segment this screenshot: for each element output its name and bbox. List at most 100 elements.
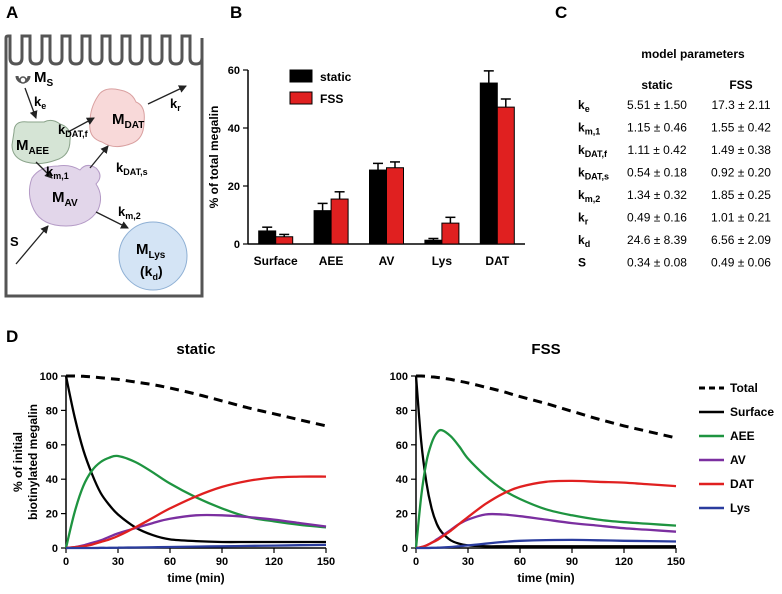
param-static-value: 24.6 ± 8.39 [627, 233, 687, 247]
table-title: model parameters [641, 47, 745, 61]
x-tick-label-static: 150 [317, 556, 335, 568]
bar-fss-dat [496, 106, 515, 245]
param-fss-value: 6.56 ± 2.09 [711, 233, 771, 247]
x-label-static: time (min) [167, 571, 224, 585]
rate-ke: ke [34, 94, 46, 111]
coated-vesicle-icon [19, 76, 27, 84]
bar-static-aee [313, 210, 332, 245]
arrow-s [15, 225, 49, 265]
rate-kr: kr [170, 96, 181, 113]
arrow-kdatf [67, 117, 95, 133]
param-static-value: 0.49 ± 0.16 [627, 211, 687, 225]
param-name-ke: ke [578, 98, 590, 114]
arrow-kr [147, 85, 187, 105]
x-tick-label-fss: 150 [667, 556, 685, 568]
line-fss-total [415, 374, 677, 440]
y-tick-label-fss: 20 [396, 509, 408, 521]
bar-y-tick-label: 0 [234, 239, 240, 251]
table-col-static: static [641, 78, 673, 92]
bar-category-label: AV [379, 254, 395, 268]
chart-title-fss: FSS [531, 341, 560, 358]
param-name-kr: kr [578, 211, 589, 227]
line-static-av [65, 513, 327, 550]
y-tick-label-static: 20 [46, 509, 58, 521]
rate-kdats: kDAT,s [116, 160, 148, 177]
label-ms: MS [34, 69, 54, 89]
y-tick-label-static: 80 [46, 405, 58, 417]
bar-static-av [369, 169, 387, 245]
line-static-aee [64, 454, 327, 549]
line-chart-legend: Total Surface AEE AV DAT Lys [699, 381, 774, 515]
param-fss-value: 0.92 ± 0.20 [711, 166, 771, 180]
bar-legend-label-static: static [320, 70, 352, 84]
line-static-surface [64, 375, 326, 544]
rate-s: S [10, 234, 19, 249]
param-static-value: 0.54 ± 0.18 [627, 166, 687, 180]
line-fss-lys [415, 538, 677, 550]
param-fss-value: 0.49 ± 0.06 [711, 256, 771, 270]
param-fss-value: 1.85 ± 0.25 [711, 188, 771, 202]
bar-category-label: AEE [319, 254, 344, 268]
x-tick-label-static: 60 [164, 556, 176, 568]
y-tick-label-fss: 40 [396, 474, 408, 486]
y-label-static: % of initialbiotinylated megalin [11, 404, 40, 520]
bar-category-label: Surface [254, 254, 298, 268]
line-static-dat [65, 475, 327, 550]
bar-static-surface [258, 230, 277, 245]
param-name-kdat-f: kDAT,f [578, 143, 608, 159]
x-tick-label-fss: 0 [413, 556, 419, 568]
param-name-km-2: km,2 [578, 188, 600, 204]
label-mdat: MDAT [112, 111, 144, 131]
legend-label-total: Total [730, 381, 758, 395]
label-mav: MAV [52, 189, 78, 209]
legend-label-dat: DAT [730, 477, 754, 491]
y-tick-label-fss: 100 [390, 371, 408, 383]
param-static-value: 5.51 ± 1.50 [627, 98, 687, 112]
bar-fss-surface [275, 236, 294, 245]
y-tick-label-fss: 0 [402, 543, 408, 555]
line-fss-dat [415, 479, 677, 550]
arrow-ke [24, 87, 38, 119]
param-fss-value: 1.55 ± 0.42 [711, 121, 771, 135]
param-static-value: 1.34 ± 0.32 [627, 188, 687, 202]
bar-chart: 0 20 40 60 % of total megalin Surface AEE AV Lys… [207, 65, 525, 268]
lys-compartment [118, 221, 188, 291]
y-tick-label-fss: 80 [396, 405, 408, 417]
legend-label-av: AV [730, 453, 746, 467]
arrow-km1 [35, 161, 53, 179]
chart-title-static: static [176, 341, 215, 358]
legend-label-aee: AEE [730, 429, 755, 443]
bar-legend-label-fss: FSS [320, 92, 343, 106]
param-name-kdat-s: kDAT,s [578, 166, 609, 182]
bar-static-dat [479, 82, 498, 245]
legend-label-surface: Surface [730, 405, 774, 419]
bar-y-tick-label: 40 [228, 123, 240, 135]
param-fss-value: 1.01 ± 0.21 [711, 211, 771, 225]
bar-legend-swatch-static [289, 69, 313, 83]
x-tick-label-static: 0 [63, 556, 69, 568]
parameter-table: model parameters static FSS ke 5.51 ± 1.5… [578, 47, 771, 270]
param-static-value: 1.11 ± 0.42 [627, 143, 686, 157]
param-name-kd: kd [578, 233, 590, 249]
aee-compartment [11, 119, 71, 165]
bar-fss-av [386, 167, 404, 245]
label-maee: MAEE [16, 137, 49, 157]
line-static-lys [65, 543, 327, 550]
line-chart-fss: FSS 0 20 40 60 80 100 0 30 60 90 120 150 time (min) [390, 341, 686, 585]
line-chart-static: static 0 20 40 60 80 100 0 30 60 90 120 150 time (min… [11, 341, 335, 585]
panel-label-b: B [230, 3, 242, 22]
x-tick-label-fss: 90 [566, 556, 578, 568]
x-label-fss: time (min) [517, 571, 574, 585]
line-fss-aee [414, 428, 677, 549]
cell-diagram: MS MAEE MDAT MAV MLys (kd) ke kDAT,f kr … [4, 34, 204, 298]
cell-membrane [4, 34, 204, 298]
param-fss-value: 1.49 ± 0.38 [711, 143, 771, 157]
bar-fss-aee [330, 198, 349, 245]
x-tick-label-fss: 30 [462, 556, 474, 568]
x-tick-label-fss: 120 [615, 556, 633, 568]
y-tick-label-static: 60 [46, 440, 58, 452]
panel-label-d: D [6, 327, 18, 346]
table-col-fss: FSS [729, 78, 752, 92]
param-fss-value: 17.3 ± 2.11 [711, 98, 770, 112]
